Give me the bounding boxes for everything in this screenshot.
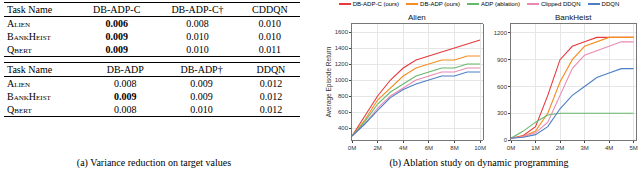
svg-text:1000: 1000 bbox=[335, 77, 349, 83]
html-text:0.009: 0.009 bbox=[190, 91, 213, 102]
html-text:0.012: 0.012 bbox=[259, 78, 283, 89]
html-text:0.010: 0.010 bbox=[258, 31, 282, 42]
svg-text:0: 0 bbox=[504, 137, 508, 143]
html-text:0.009: 0.009 bbox=[190, 78, 213, 89]
svg-text:800: 800 bbox=[338, 93, 349, 99]
html-text:Alien: Alien bbox=[7, 18, 31, 29]
html-text:0.008: 0.008 bbox=[186, 18, 209, 29]
svg-text:1M: 1M bbox=[531, 145, 539, 151]
html-text:Qbert: Qbert bbox=[7, 44, 32, 55]
html-text:Qbert: Qbert bbox=[7, 104, 32, 115]
svg-text:BankHeist: BankHeist bbox=[555, 13, 592, 22]
html-text:CDDQN: CDDQN bbox=[252, 4, 288, 15]
svg-text:5M: 5M bbox=[629, 145, 637, 151]
html-text:DB-ADP-C (ours): DB-ADP-C (ours) bbox=[352, 1, 400, 7]
html-text:DDQN: DDQN bbox=[256, 64, 286, 75]
html-text:Alien: Alien bbox=[7, 78, 31, 89]
html-text:0.008: 0.008 bbox=[114, 104, 137, 115]
svg-text:6M: 6M bbox=[425, 145, 433, 151]
svg-text:4M: 4M bbox=[605, 145, 613, 151]
html-text:(a) Variance reduction on targ: (a) Variance reduction on target values bbox=[76, 157, 232, 168]
svg-text:600: 600 bbox=[497, 84, 508, 90]
svg-text:1200: 1200 bbox=[494, 30, 508, 36]
html-text:Task Name: Task Name bbox=[7, 64, 53, 75]
html-text:DB-ADP (ours): DB-ADP (ours) bbox=[420, 1, 460, 7]
html-text:0.009: 0.009 bbox=[105, 31, 128, 42]
html-text:DDQN: DDQN bbox=[601, 1, 620, 7]
svg-text:0M: 0M bbox=[348, 145, 356, 151]
html-text:DB-ADP-C†: DB-ADP-C† bbox=[171, 4, 224, 15]
html-text:0.009: 0.009 bbox=[105, 44, 128, 55]
html-text:0.009: 0.009 bbox=[114, 91, 137, 102]
svg-text:8M: 8M bbox=[450, 145, 458, 151]
html-text:Clipped DDQN: Clipped DDQN bbox=[540, 1, 581, 7]
html-text:0.012: 0.012 bbox=[259, 104, 283, 115]
svg-text:4M: 4M bbox=[399, 145, 407, 151]
html-text:DB-ADP-C: DB-ADP-C bbox=[93, 4, 141, 15]
svg-text:1400: 1400 bbox=[335, 45, 349, 51]
svg-text:1200: 1200 bbox=[335, 61, 349, 67]
svg-text:900: 900 bbox=[497, 57, 508, 63]
svg-text:Alien: Alien bbox=[408, 13, 426, 22]
html-text:DB-ADP: DB-ADP bbox=[106, 64, 144, 75]
html-text:BankHeist: BankHeist bbox=[7, 91, 51, 102]
svg-text:400: 400 bbox=[338, 125, 349, 131]
svg-text:2M: 2M bbox=[373, 145, 381, 151]
html-text:0.012: 0.012 bbox=[259, 91, 283, 102]
svg-text:1600: 1600 bbox=[335, 29, 349, 35]
svg-text:2M: 2M bbox=[556, 145, 564, 151]
html-text:DB-ADP†: DB-ADP† bbox=[180, 64, 223, 75]
svg-text:3M: 3M bbox=[580, 145, 588, 151]
svg-text:300: 300 bbox=[497, 110, 508, 116]
html-text:BankHeist: BankHeist bbox=[7, 31, 51, 42]
html-text:0.008: 0.008 bbox=[114, 78, 137, 89]
svg-text:0M: 0M bbox=[507, 145, 515, 151]
svg-text:600: 600 bbox=[338, 109, 349, 115]
html-text:0.011: 0.011 bbox=[258, 44, 281, 55]
html-text:0.010: 0.010 bbox=[258, 18, 282, 29]
html-text:0.010: 0.010 bbox=[190, 104, 213, 115]
html-text:Task Name: Task Name bbox=[7, 4, 53, 15]
html-text:(b) Ablation study on dynamic: (b) Ablation study on dynamic programmin… bbox=[389, 157, 569, 168]
html-text:0.006: 0.006 bbox=[105, 18, 128, 29]
html-text:ADP (ablation): ADP (ablation) bbox=[481, 1, 520, 7]
html-text:0.010: 0.010 bbox=[186, 31, 209, 42]
html-text:0.010: 0.010 bbox=[186, 44, 209, 55]
svg-text:Average Episode Return: Average Episode Return bbox=[325, 46, 333, 117]
svg-text:10M: 10M bbox=[474, 145, 486, 151]
